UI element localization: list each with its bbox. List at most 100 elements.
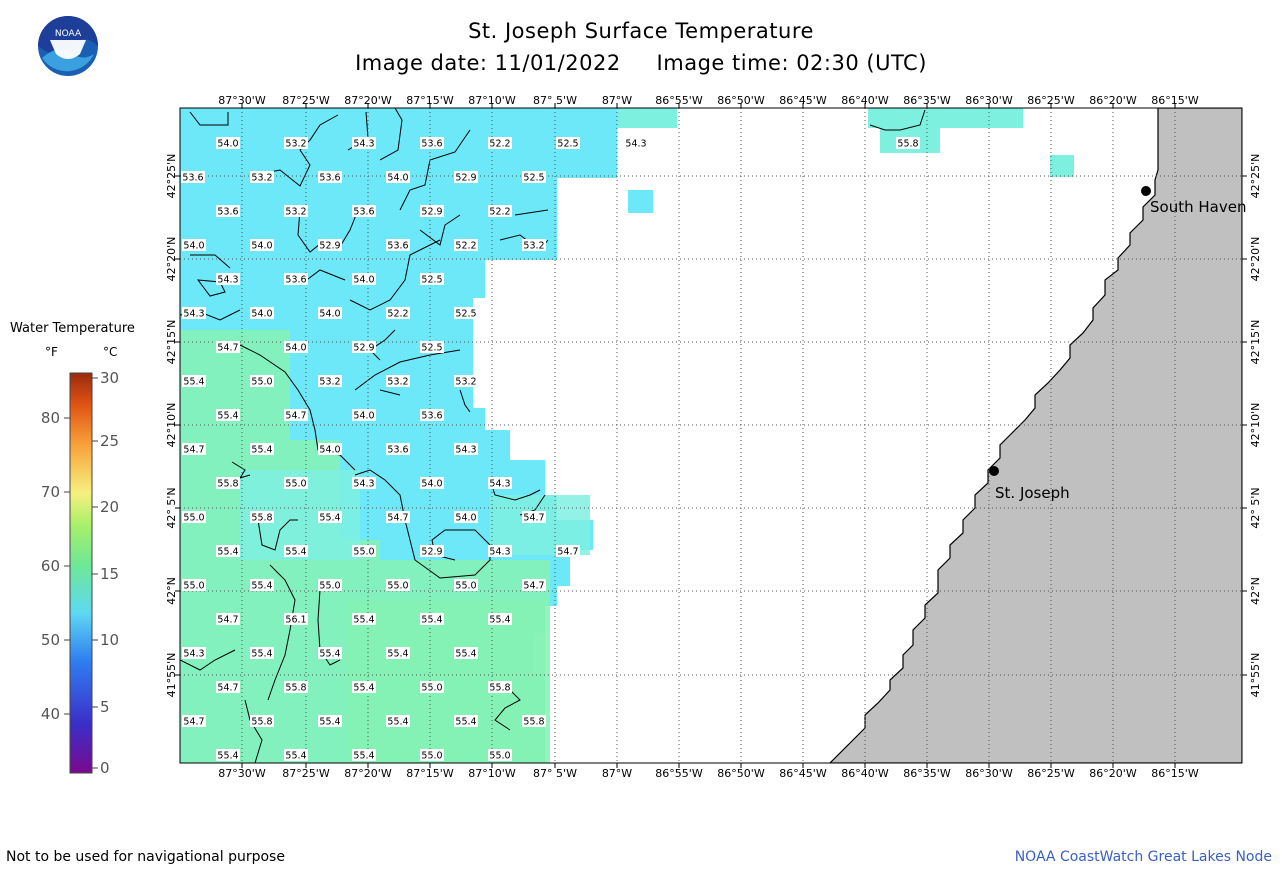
temperature-value: 55.4	[386, 715, 410, 728]
temperature-value: 55.8	[216, 477, 240, 490]
legend-f-tick: 50	[41, 631, 60, 649]
svg-text:53.2: 53.2	[387, 377, 408, 388]
water-pixel-block	[1050, 155, 1074, 177]
svg-text:55.0: 55.0	[251, 377, 272, 388]
svg-text:55.0: 55.0	[387, 581, 408, 592]
svg-text:54.0: 54.0	[251, 309, 272, 320]
y-tick-label: 42°10'N	[1249, 403, 1262, 448]
city-label-south-haven: South Haven	[1150, 198, 1246, 216]
y-axis-labels-left: 42°25'N 42°20'N 42°15'N 42°10'N 42° 5'N 42°N 4…	[165, 154, 178, 698]
x-tick-label: 86°15'W	[1151, 94, 1199, 107]
legend-c-tick: 20	[100, 498, 119, 516]
y-tick-label: 42° 5'N	[1249, 487, 1262, 528]
temperature-value: 55.0	[488, 749, 512, 762]
x-tick-label: 86°40'W	[841, 94, 889, 107]
x-tick-label: 87°15'W	[406, 767, 454, 780]
temperature-value: 55.0	[284, 477, 308, 490]
temperature-value: 55.4	[454, 715, 478, 728]
temperature-value: 54.3	[488, 545, 512, 558]
svg-text:52.5: 52.5	[523, 173, 544, 184]
svg-text:55.8: 55.8	[523, 717, 544, 728]
temperature-value: 53.6	[386, 443, 410, 456]
svg-text:54.0: 54.0	[319, 309, 340, 320]
temperature-value: 55.4	[250, 443, 274, 456]
svg-text:53.2: 53.2	[455, 377, 476, 388]
water-pixel-block	[617, 108, 677, 128]
temperature-value: 55.4	[284, 749, 308, 762]
temperature-value: 55.4	[216, 545, 240, 558]
svg-text:55.0: 55.0	[421, 751, 442, 762]
svg-text:53.2: 53.2	[285, 139, 306, 150]
x-tick-label: 87°15'W	[406, 94, 454, 107]
legend-c-tick: 30	[100, 369, 119, 387]
temperature-value: 54.3	[182, 307, 206, 320]
x-tick-label: 87° 5'W	[533, 94, 577, 107]
svg-text:55.4: 55.4	[421, 615, 442, 626]
svg-text:55.4: 55.4	[217, 751, 238, 762]
x-tick-label: 87°W	[602, 94, 632, 107]
temperature-value: 54.0	[420, 477, 444, 490]
x-tick-label: 86°30'W	[965, 767, 1013, 780]
svg-text:53.6: 53.6	[353, 207, 374, 218]
x-tick-label: 87°20'W	[344, 94, 392, 107]
temperature-value: 55.4	[250, 647, 274, 660]
city-south-haven: South Haven	[1141, 186, 1246, 216]
svg-text:54.7: 54.7	[217, 615, 238, 626]
temperature-value: 55.0	[182, 511, 206, 524]
x-tick-label: 86°35'W	[903, 767, 951, 780]
svg-text:53.2: 53.2	[319, 377, 340, 388]
svg-text:55.4: 55.4	[387, 649, 408, 660]
x-tick-label: 87°25'W	[282, 767, 330, 780]
temperature-value: 55.4	[386, 647, 410, 660]
temperature-value: 55.4	[216, 409, 240, 422]
svg-text:54.0: 54.0	[353, 411, 374, 422]
temperature-value: 54.0	[318, 307, 342, 320]
temperature-value: 53.6	[352, 205, 376, 218]
temperature-value: 55.8	[522, 715, 546, 728]
svg-text:54.7: 54.7	[557, 547, 578, 558]
x-tick-label: 87°25'W	[282, 94, 330, 107]
svg-text:53.2: 53.2	[251, 173, 272, 184]
legend-c-tick: 0	[100, 759, 110, 777]
svg-text:55.0: 55.0	[421, 683, 442, 694]
temperature-value: 56.1	[284, 613, 308, 626]
image-datetime: Image date: 11/01/2022 Image time: 02:30…	[355, 51, 927, 75]
svg-text:54.0: 54.0	[217, 139, 238, 150]
svg-text:54.3: 54.3	[489, 479, 510, 490]
temperature-value: 54.0	[284, 341, 308, 354]
temperature-value: 52.5	[522, 171, 546, 184]
temperature-value: 53.6	[284, 273, 308, 286]
svg-text:55.4: 55.4	[489, 615, 510, 626]
svg-text:54.7: 54.7	[183, 717, 204, 728]
temperature-value: 52.9	[420, 205, 444, 218]
temperature-value: 55.4	[250, 579, 274, 592]
svg-text:54.3: 54.3	[353, 479, 374, 490]
temperature-value: 54.0	[250, 239, 274, 252]
svg-text:55.8: 55.8	[897, 139, 918, 150]
svg-text:54.0: 54.0	[183, 241, 204, 252]
y-tick-label: 42°10'N	[165, 403, 178, 448]
svg-text:55.4: 55.4	[251, 445, 272, 456]
svg-text:54.7: 54.7	[217, 343, 238, 354]
temperature-value: 54.0	[216, 137, 240, 150]
temperature-value: 55.4	[420, 613, 444, 626]
temperature-value: 55.0	[420, 749, 444, 762]
legend-c-tick: 5	[100, 698, 110, 716]
temperature-value: 52.2	[488, 205, 512, 218]
svg-text:52.2: 52.2	[489, 139, 510, 150]
temperature-value: 55.8	[250, 715, 274, 728]
legend-title: Water Temperature	[10, 321, 135, 336]
svg-text:54.3: 54.3	[217, 275, 238, 286]
x-tick-label: 87°20'W	[344, 767, 392, 780]
temperature-value: 53.6	[181, 171, 205, 184]
svg-text:54.0: 54.0	[319, 445, 340, 456]
svg-text:53.6: 53.6	[285, 275, 306, 286]
temperature-value: 53.2	[318, 375, 342, 388]
x-tick-label: 87°30'W	[218, 94, 266, 107]
y-axis-labels-right: 42°25'N 42°20'N 42°15'N 42°10'N 42° 5'N 42°N 4…	[1249, 154, 1262, 698]
svg-text:52.9: 52.9	[353, 343, 374, 354]
svg-text:54.3: 54.3	[489, 547, 510, 558]
temperature-value: 53.2	[386, 375, 410, 388]
temperature-value: 52.9	[318, 239, 342, 252]
